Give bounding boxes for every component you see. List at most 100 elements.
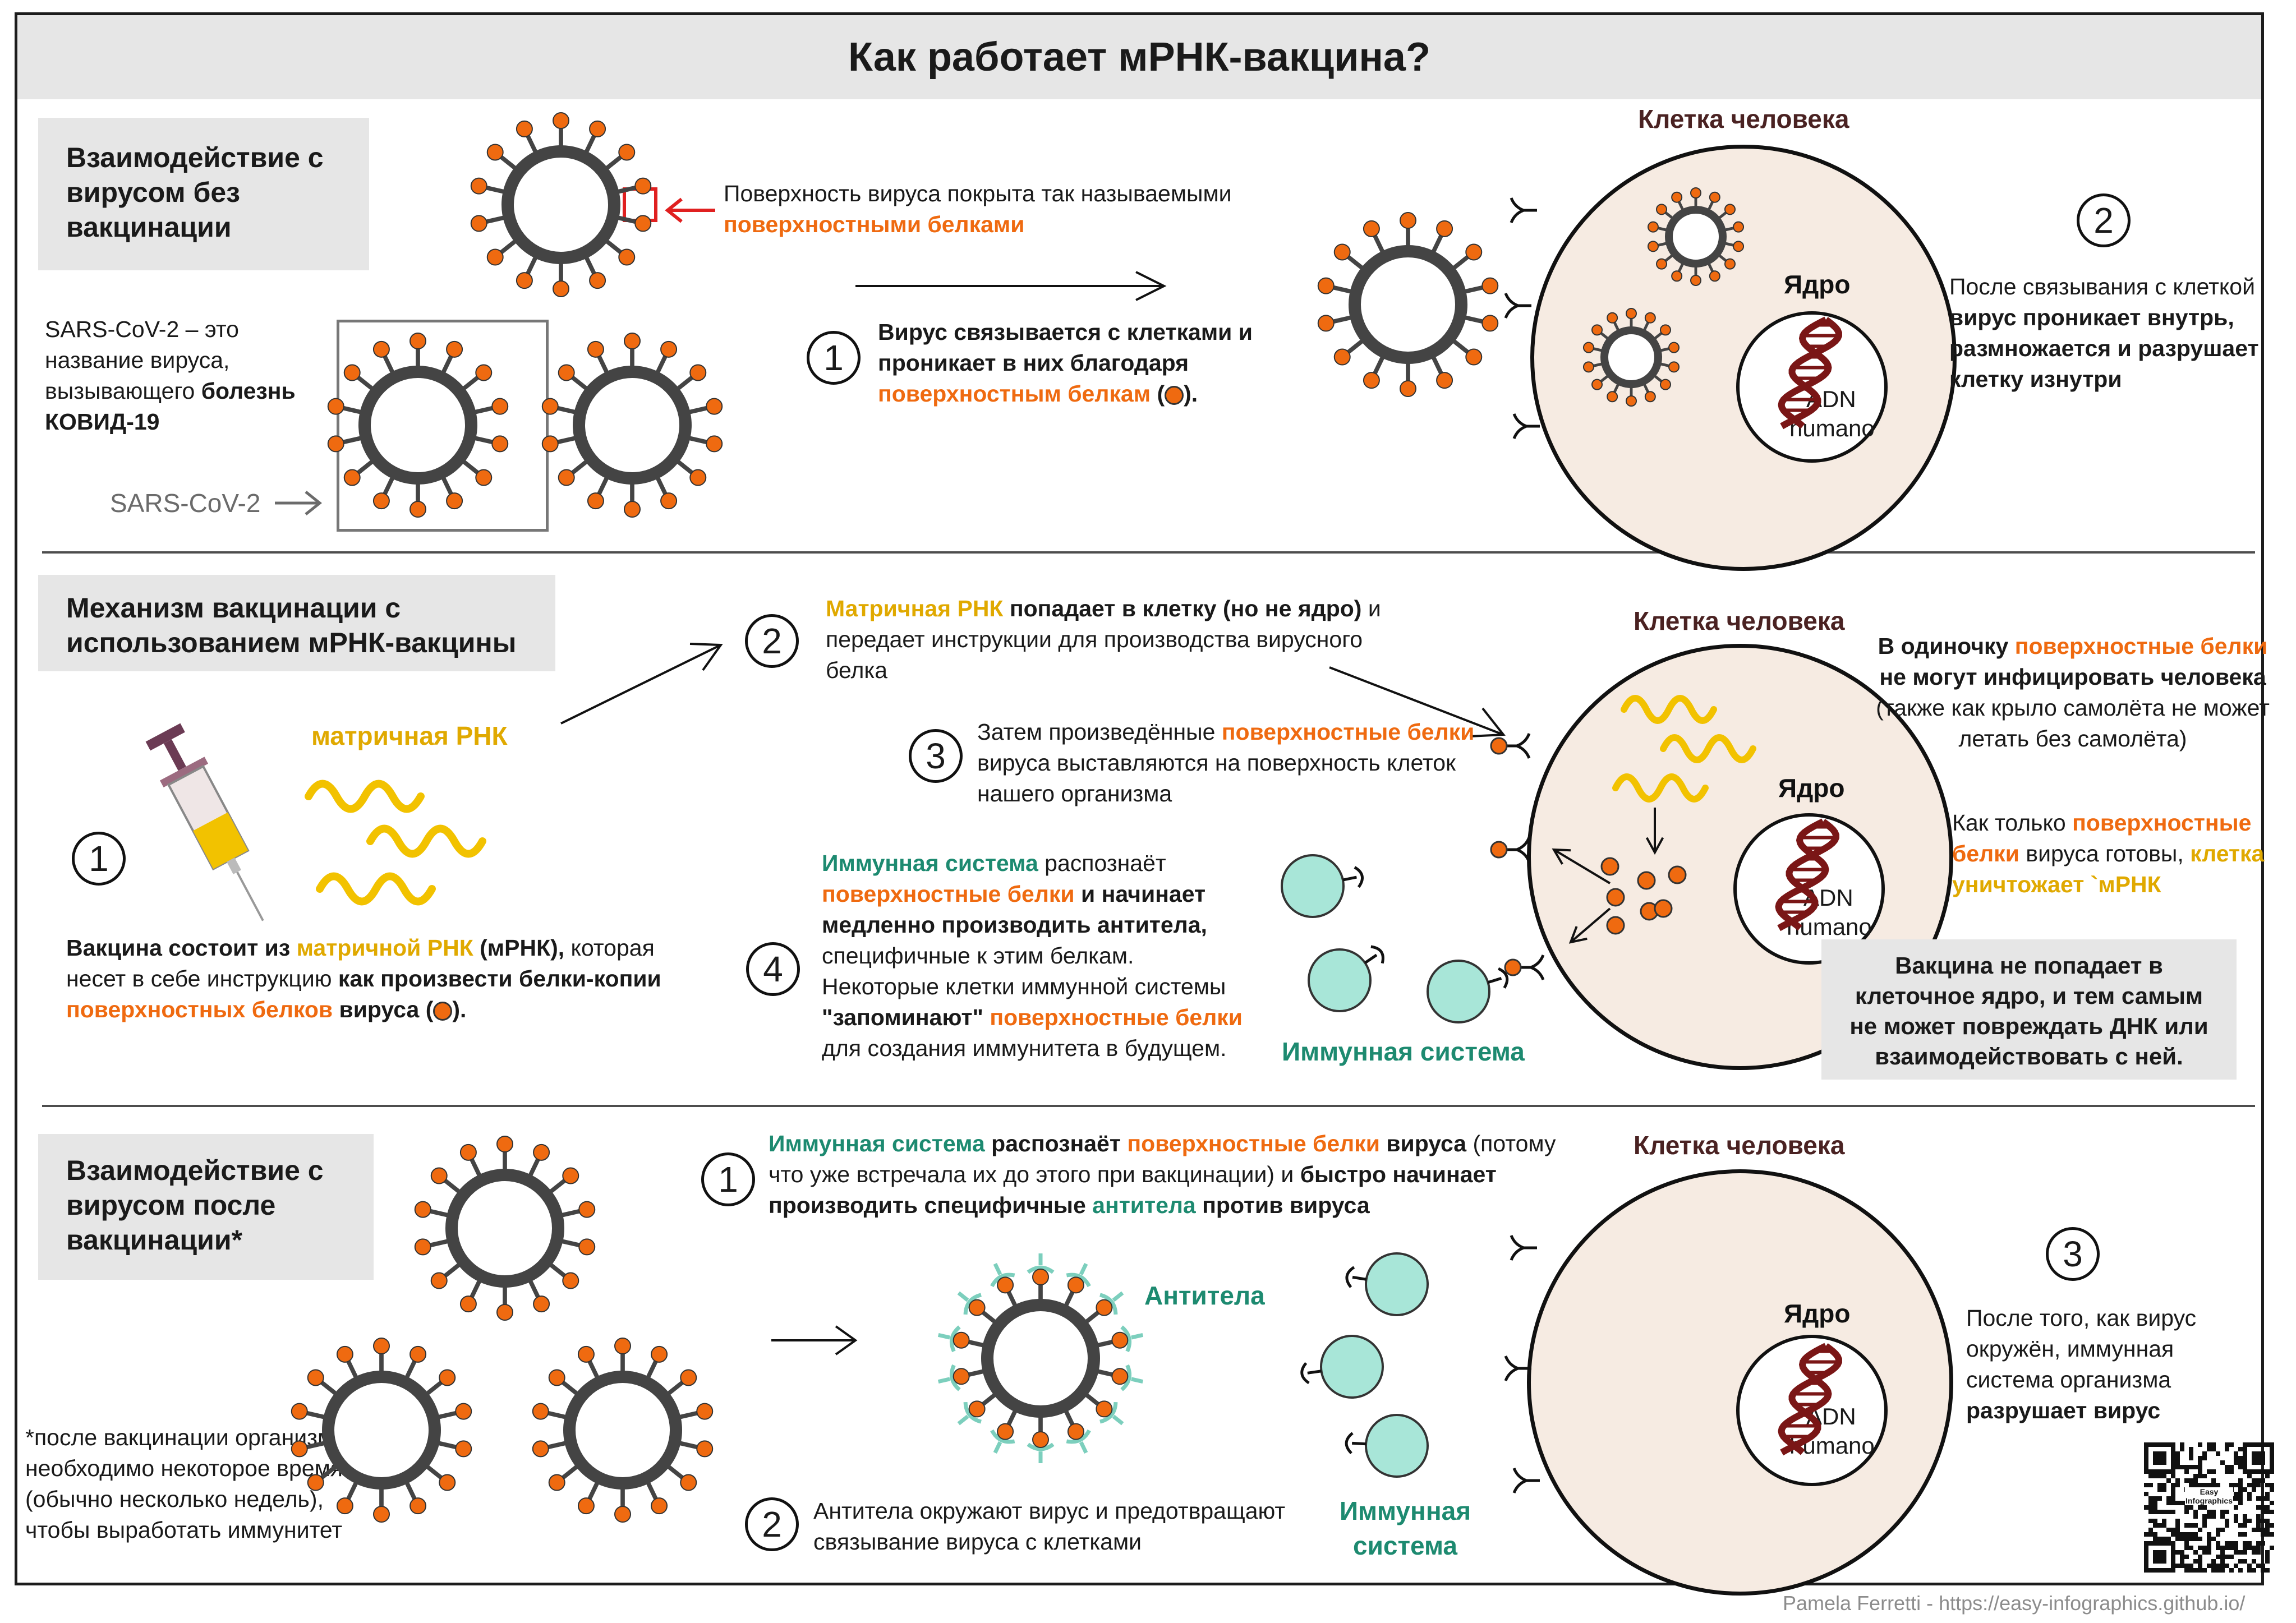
label-arrow-icon	[275, 491, 323, 515]
virus-intro-text: SARS-CoV-2 – это название вируса, вызыва…	[45, 314, 309, 437]
immune-system-label-3: Иммунная система	[1339, 1496, 1471, 1560]
protein-alone-text: В одиночку поверхностные белки не могут …	[1871, 631, 2275, 754]
step4b-text-5: специфичные к этим белкам. Некоторые кле…	[822, 943, 1226, 999]
section2-heading: Механизм вакцинации с использованием мРН…	[38, 575, 555, 671]
antibodies-label: Антитела	[1144, 1281, 1265, 1310]
step4b-text-1: Иммунная система	[822, 850, 1038, 876]
step3c-text-2: разрушает вирус	[1966, 1398, 2161, 1423]
mrna-destroyed-2: поверхностные белки	[1952, 810, 2252, 866]
protein-dot-icon-2	[433, 1002, 453, 1021]
human-cell-label-2: Клетка человека	[1634, 606, 1845, 635]
step1-text-part3: (	[1151, 381, 1165, 407]
dna-label-1-line1: ADN	[1806, 386, 1856, 412]
step4b-text-2: распознаёт	[1038, 850, 1166, 876]
human-cell-label-1: Клетка человека	[1638, 104, 1849, 133]
step-number-4b: 4	[746, 942, 800, 996]
step-number-2b: 2	[745, 614, 799, 668]
footer-credit[interactable]: Pamela Ferretti - https://easy-infograph…	[1783, 1592, 2246, 1615]
step4b-text-3: поверхностные белки	[822, 881, 1075, 907]
vaccine-text-2: матричной РНК	[296, 935, 473, 961]
step4b-text-7	[983, 1004, 990, 1030]
step2-text-part2: вирус проникает внутрь, размножается и р…	[1949, 305, 2259, 392]
step-number-2c: 2	[745, 1497, 799, 1551]
section-divider-1	[42, 551, 2255, 554]
immune-system-label-2: Иммунная система	[1282, 1037, 1525, 1066]
step1c-text-8: против вируса	[1195, 1192, 1370, 1218]
arrow-to-step2-icon	[560, 643, 723, 725]
qr-pattern	[2144, 1442, 2274, 1573]
qr-code	[2144, 1442, 2274, 1573]
vaccine-text-1: Вакцина состоит из	[66, 935, 297, 961]
human-cell-3	[1527, 1169, 1953, 1596]
step1c-text-3: поверхностные белки	[1127, 1131, 1380, 1156]
nucleus-label-3: Ядро	[1784, 1299, 1851, 1328]
vaccine-text-7: вируса (	[333, 997, 434, 1022]
step1-text-part2: поверхностным белкам	[878, 381, 1151, 407]
infographic-frame	[15, 12, 2264, 1585]
step1c-text-4: вируса	[1379, 1131, 1467, 1156]
section3-heading: Взаимодействие с вирусом после вакцинаци…	[38, 1134, 374, 1280]
immunity-note: *после вакцинации организму необходимо н…	[25, 1424, 346, 1543]
vaccine-text-5: как произвести белки-копии	[338, 966, 661, 992]
vaccine-text-6: поверхностных белков	[66, 997, 333, 1022]
step1c-text-1: Иммунная система	[769, 1131, 985, 1156]
step1c-text: Иммунная система распознаёт поверхностны…	[769, 1128, 1565, 1221]
protein-alone-2: поверхностные белки	[2014, 633, 2268, 659]
dna-label-2: ADN humano	[1787, 883, 1872, 942]
step-number-3c: 3	[2046, 1227, 2100, 1281]
virus-highlight-box	[337, 320, 549, 532]
vaccine-text-3: (мРНК),	[473, 935, 565, 961]
step3c-text-1: После того, как вирус окружён, иммунная …	[1966, 1305, 2197, 1393]
step2c-text: Антитела окружают вирус и предотвращают …	[813, 1498, 1286, 1555]
step2b-text-2: попадает в клетку (но не ядро)	[1003, 596, 1362, 621]
step-number-3b: 3	[909, 729, 963, 783]
human-cell-label-3: Клетка человека	[1634, 1131, 1845, 1160]
vaccine-composition-text: Вакцина состоит из матричной РНК (мРНК),…	[66, 933, 666, 1025]
protein-alone-4: (также как крыло самолёта не может летат…	[1876, 695, 2270, 751]
protein-alone-3: не могут инфицировать человека	[1879, 664, 2266, 690]
step-number-1b: 1	[72, 832, 126, 886]
dna-label-2-line2: humano	[1787, 914, 1872, 940]
virus-intro-part1: SARS-CoV-2 – это название вируса, вызыва…	[45, 316, 239, 404]
surface-protein-text: Поверхность вируса покрыта так называемы…	[724, 178, 1296, 240]
step1-text-part4: ).	[1184, 381, 1198, 407]
mrna-strands-illustration	[305, 780, 486, 906]
step3c-text: После того, как вирус окружён, иммунная …	[1966, 1303, 2230, 1426]
page-title: Как работает мРНК-вакцина?	[17, 15, 2261, 99]
protein-alone-1: В одиночку	[1878, 633, 2015, 659]
virus-intro-disease: болезнь КОВИД-19	[45, 378, 296, 435]
dna-label-3-line1: ADN	[1806, 1403, 1856, 1430]
step4b-text: Иммунная система распознаёт поверхностны…	[822, 848, 1248, 1064]
nucleus-label-1: Ядро	[1784, 270, 1851, 299]
step3b-text: Затем произведённые поверхностные белки …	[977, 717, 1488, 809]
protein-dot-icon	[1165, 386, 1184, 405]
vaccine-dna-note: Вакцина не попадает в клеточное ядро, и …	[1821, 939, 2237, 1080]
protein-highlight-box	[623, 187, 657, 222]
section1-heading: Взаимодействие с вирусом без вакцинации	[38, 118, 369, 270]
step-number-1c: 1	[701, 1152, 755, 1206]
syringe-icon	[145, 723, 264, 921]
step3b-text-3: вируса выставляются на поверхность клето…	[977, 750, 1456, 806]
dna-label-3-line2: humano	[1789, 1432, 1875, 1459]
step2b-text: Матричная РНК попадает в клетку (но не я…	[826, 593, 1420, 686]
step-number-2: 2	[2077, 193, 2131, 247]
step3b-text-2: поверхностные белки	[1221, 719, 1475, 745]
vaccine-text-4: которая несет в себе инструкцию	[66, 935, 655, 992]
surface-text-part1: Поверхность вируса покрыта так называемы…	[724, 181, 1232, 206]
step2-text-part1: После связывания с клеткой	[1949, 274, 2255, 299]
step4b-text-6: "запоминают"	[822, 1004, 983, 1030]
sars-cov-2-label: SARS-CoV-2	[110, 488, 261, 518]
arrow-to-antibodies-icon	[771, 1325, 858, 1355]
dna-label-1: ADN humano	[1789, 385, 1875, 443]
nucleus-label-2: Ядро	[1778, 773, 1845, 803]
mrna-destroyed-text: Как только поверхностные белки вируса го…	[1952, 808, 2277, 900]
step1c-text-7: антитела	[1092, 1192, 1196, 1218]
step2b-text-1: Матричная РНК	[826, 596, 1004, 621]
step1-text-part1: Вирус связывается с клетками и проникает…	[878, 319, 1253, 376]
step2b-text-3: и передает инструкции для производства в…	[826, 596, 1381, 683]
step2-text: После связывания с клеткой вирус проника…	[1949, 271, 2269, 395]
pointer-arrow-icon	[665, 197, 715, 223]
mrna-destroyed-3: вируса готовы,	[2019, 841, 2191, 866]
step4b-text-8: поверхностные белки	[990, 1004, 1243, 1030]
dna-label-2-line1: ADN	[1803, 884, 1853, 911]
